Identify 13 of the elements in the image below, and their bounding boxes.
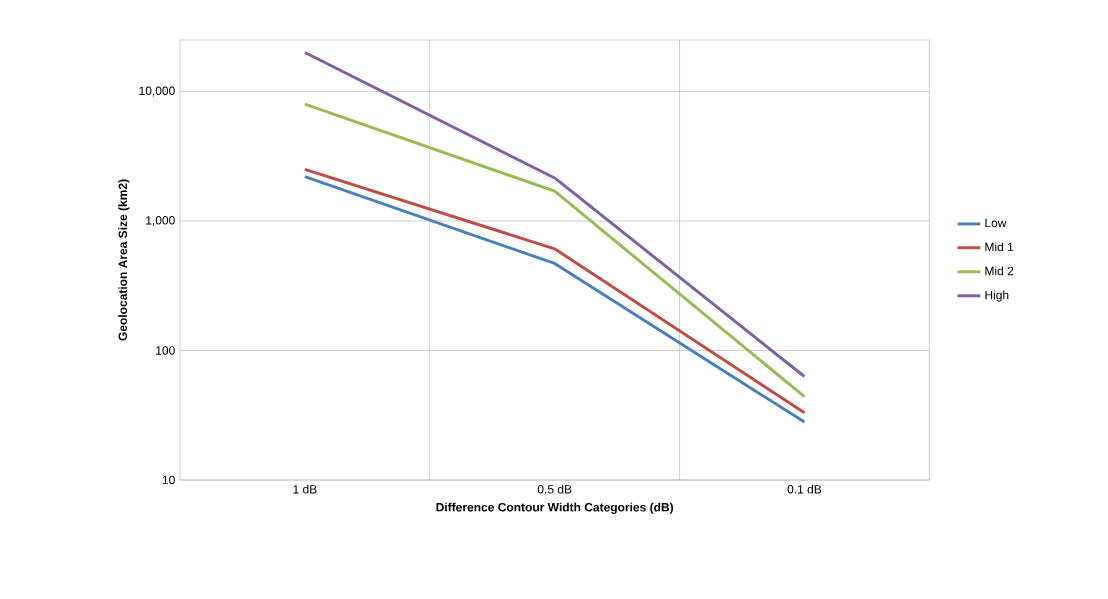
y-tick-label: 100 (156, 346, 175, 355)
x-tick-label: 0.1 dB (787, 484, 822, 494)
x-tick-label: 0.5 dB (537, 484, 572, 494)
y-tick-label: 10,000 (139, 86, 175, 97)
legend-label: High (985, 290, 1009, 302)
legend-label: Mid 2 (985, 266, 1014, 276)
legend-label: Low (985, 218, 1007, 228)
y-axis-title: Geolocation Area Size (km2) (118, 179, 130, 341)
y-tick-label: 1,000 (146, 216, 175, 227)
legend-label: Mid 1 (985, 242, 1014, 252)
x-axis-title: Difference Contour Width Categories (dB) (436, 502, 674, 515)
y-tick-label: 10 (162, 475, 175, 485)
x-tick-label: 1 dB (293, 484, 317, 494)
